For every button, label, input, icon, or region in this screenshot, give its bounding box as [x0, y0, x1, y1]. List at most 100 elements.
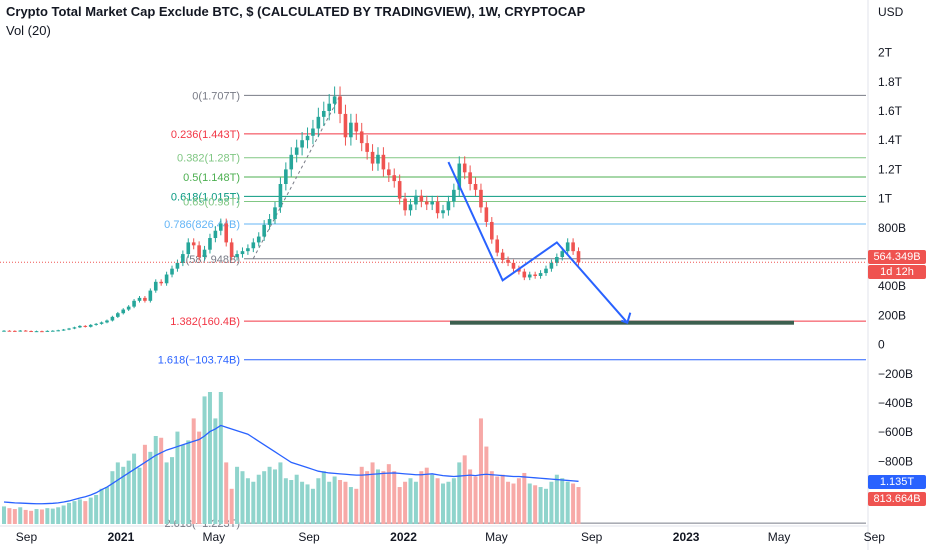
- volume-bar: [240, 471, 245, 524]
- candle-body: [544, 268, 548, 274]
- y-axis-tick-label: 2T: [878, 46, 893, 60]
- candle-body: [88, 324, 93, 327]
- volume-bar: [560, 478, 565, 524]
- candle-body: [571, 242, 575, 252]
- volume-bar: [435, 478, 440, 524]
- candle-body: [186, 242, 191, 255]
- volume-bar: [451, 478, 456, 524]
- candle-body: [251, 242, 256, 249]
- volume-bar: [419, 471, 424, 524]
- candle-body: [538, 273, 543, 276]
- volume-bar: [527, 483, 532, 524]
- candle-body: [511, 262, 516, 269]
- candle-body: [533, 274, 537, 276]
- volume-bar: [576, 487, 581, 524]
- volume-bar: [273, 469, 277, 524]
- volume-bar: [202, 396, 207, 524]
- y-axis-tick-label: −600B: [878, 425, 913, 439]
- candle-body: [349, 122, 353, 138]
- volume-bar: [294, 474, 299, 524]
- x-axis-tick-label: May: [202, 530, 225, 544]
- candle-body: [148, 290, 153, 301]
- volume-bar: [110, 471, 115, 524]
- volume-bar: [392, 471, 397, 524]
- x-axis-tick-label: Sep: [298, 530, 320, 544]
- candle-body: [159, 281, 163, 284]
- volume-bar: [283, 478, 288, 524]
- candle-body: [332, 96, 337, 104]
- candle-body: [105, 320, 109, 323]
- volume-bar: [511, 483, 516, 524]
- volume-bar: [403, 481, 408, 524]
- candle-body: [181, 254, 185, 263]
- x-axis-tick-label: Sep: [581, 530, 603, 544]
- volume-bar: [267, 466, 272, 524]
- volume-bar: [137, 467, 142, 524]
- y-axis-tick-label: 1.8T: [878, 75, 903, 89]
- volume-bar: [104, 487, 109, 524]
- candle-body: [34, 331, 39, 333]
- volume-bar: [72, 501, 77, 524]
- candle-body: [403, 198, 407, 211]
- candle-body: [441, 210, 445, 214]
- volume-bar: [94, 494, 99, 524]
- volume-bar: [332, 476, 337, 524]
- volume-bar: [359, 466, 364, 524]
- volume-bar: [191, 418, 196, 524]
- volume-bar: [159, 437, 164, 524]
- candle-body: [387, 169, 391, 176]
- candle-body: [376, 154, 380, 164]
- candle-body: [414, 195, 418, 205]
- candle-body: [338, 96, 342, 114]
- candle-body: [549, 262, 554, 269]
- candle-body: [408, 204, 413, 211]
- candle-body: [246, 248, 250, 252]
- chart-title: Crypto Total Market Cap Exclude BTC, $ (…: [6, 4, 586, 19]
- candle-body: [446, 201, 451, 211]
- projection-path: [447, 161, 629, 324]
- volume-bar: [99, 488, 104, 524]
- candle-body: [219, 223, 223, 231]
- volume-bar: [126, 460, 131, 524]
- volume-indicator-label[interactable]: Vol (20): [6, 23, 51, 38]
- volume-bar: [430, 474, 435, 524]
- candle-body: [18, 330, 23, 332]
- volume-bar: [484, 446, 489, 524]
- volume-bar: [256, 474, 261, 524]
- volume-bar: [457, 462, 462, 524]
- volume-bar: [45, 508, 50, 524]
- volume-bar: [343, 481, 348, 524]
- volume-bar: [50, 508, 55, 524]
- candle-body: [202, 249, 207, 257]
- volume-bar: [218, 392, 223, 524]
- volume-bar: [213, 418, 218, 524]
- candle-body: [354, 122, 359, 132]
- x-axis-tick-label: 2022: [390, 530, 417, 544]
- volume-bar: [23, 509, 28, 524]
- y-axis-tick-label: 400B: [878, 279, 906, 293]
- volume-bar: [289, 480, 294, 524]
- fib-level-label: 0.786(826.44B): [164, 219, 240, 231]
- candle-body: [284, 169, 288, 184]
- volume-bar: [12, 509, 17, 524]
- volume-bar: [278, 462, 283, 524]
- volume-bar: [386, 464, 391, 524]
- candle-body: [267, 219, 272, 225]
- candle-body: [565, 242, 570, 252]
- volume-bar: [348, 487, 353, 524]
- volume-bar: [321, 471, 326, 524]
- volume-bar: [365, 471, 370, 524]
- projection-arrow-head: [620, 312, 632, 324]
- candle-body: [452, 189, 456, 202]
- candle-body: [40, 331, 44, 333]
- candle-body: [522, 271, 527, 278]
- volume-bar: [522, 472, 527, 524]
- volume-bar: [381, 471, 386, 524]
- volume-bar: [375, 469, 380, 524]
- candle-body: [99, 322, 104, 324]
- candle-body: [490, 221, 494, 240]
- candle-body: [121, 309, 126, 314]
- volume-bar: [327, 481, 332, 524]
- volume-bar: [29, 510, 34, 524]
